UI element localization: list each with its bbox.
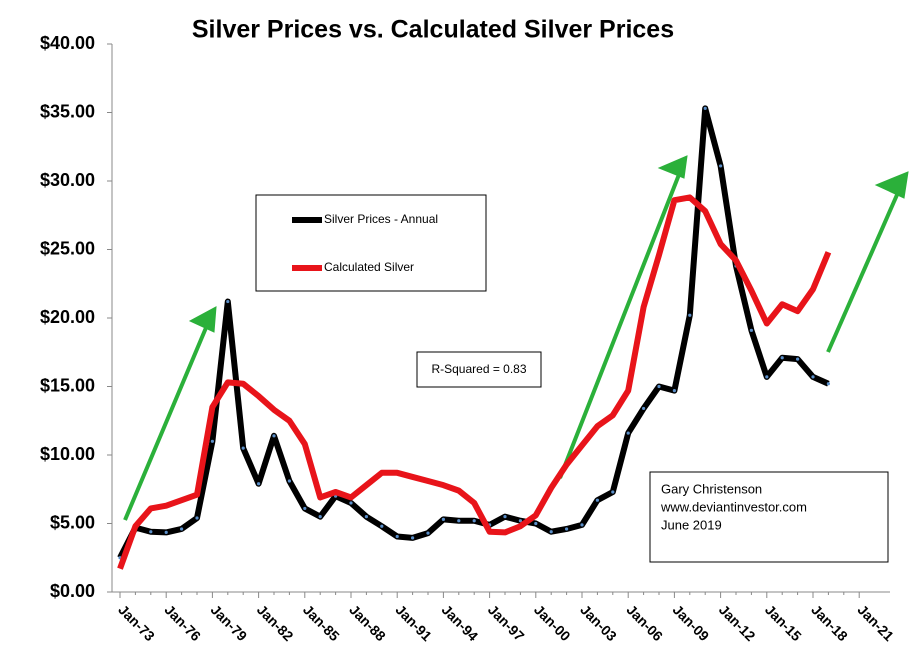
- point-marker: [380, 524, 384, 528]
- chart-title: Silver Prices vs. Calculated Silver Pric…: [192, 16, 674, 44]
- point-marker: [472, 519, 476, 523]
- point-marker: [796, 357, 800, 361]
- point-marker: [549, 530, 553, 534]
- point-marker: [241, 446, 245, 450]
- point-marker: [688, 313, 692, 317]
- trend-arrows: [123, 155, 909, 521]
- point-marker: [303, 506, 307, 511]
- y-tick-label: $10.00: [40, 444, 95, 464]
- point-marker: [826, 382, 831, 386]
- point-marker: [703, 106, 707, 110]
- y-tick-label: $25.00: [40, 238, 95, 258]
- point-marker: [426, 531, 430, 535]
- point-marker: [272, 434, 276, 438]
- arrow: [123, 322, 210, 521]
- point-marker: [642, 406, 646, 411]
- point-marker: [257, 482, 261, 486]
- point-marker: [719, 164, 723, 168]
- point-marker: [518, 519, 523, 523]
- y-tick-label: $35.00: [40, 101, 95, 121]
- point-marker: [180, 527, 184, 531]
- y-tick-label: $15.00: [40, 375, 95, 395]
- y-tick-label: $20.00: [40, 307, 95, 327]
- series-line: [117, 194, 832, 570]
- point-marker: [349, 501, 353, 505]
- annotation: R-Squared = 0.83: [431, 362, 526, 376]
- point-marker: [534, 521, 538, 526]
- legend-label: Silver Prices - Annual: [324, 212, 438, 226]
- credit: www.deviantinvestor.com: [660, 499, 807, 514]
- point-marker: [657, 384, 661, 389]
- point-marker: [195, 516, 199, 520]
- point-marker: [149, 530, 153, 534]
- point-marker: [749, 328, 754, 332]
- point-marker: [364, 515, 368, 519]
- arrow-head: [657, 155, 688, 179]
- point-marker: [565, 527, 569, 531]
- point-marker: [672, 389, 677, 393]
- point-marker: [765, 375, 769, 379]
- y-tick-label: $30.00: [40, 170, 95, 190]
- point-marker: [395, 534, 399, 539]
- y-tick-label: $0.00: [50, 581, 95, 601]
- point-marker: [626, 431, 630, 435]
- point-marker: [780, 356, 784, 360]
- annotation-box: [416, 351, 542, 388]
- point-marker: [595, 498, 600, 502]
- arrow: [558, 171, 682, 479]
- arrow-head: [874, 171, 909, 199]
- point-marker: [318, 515, 322, 519]
- arrow-head: [188, 306, 217, 333]
- point-marker: [611, 490, 615, 494]
- point-marker: [210, 439, 214, 443]
- credit: Gary Christenson: [661, 481, 762, 496]
- credit: June 2019: [661, 517, 722, 532]
- y-tick-label: $40.00: [40, 33, 95, 53]
- legend-label: Calculated Silver: [324, 260, 414, 274]
- point-marker: [411, 536, 415, 540]
- point-marker: [503, 515, 507, 519]
- point-marker: [226, 299, 230, 304]
- point-marker: [287, 479, 291, 483]
- point-marker: [164, 530, 168, 535]
- point-marker: [457, 519, 461, 523]
- arrow: [826, 187, 902, 353]
- legend-box: [255, 194, 487, 292]
- point-marker: [441, 517, 445, 521]
- y-tick-label: $5.00: [50, 512, 95, 532]
- point-marker: [580, 523, 584, 527]
- credit-box: [649, 471, 889, 563]
- point-marker: [811, 375, 815, 379]
